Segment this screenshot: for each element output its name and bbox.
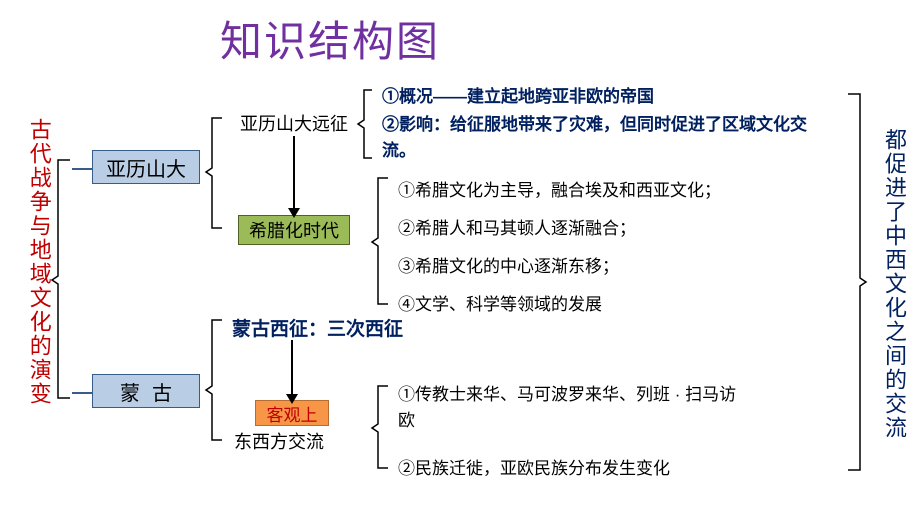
arrowhead-mongol (286, 394, 298, 404)
left-root-label: 古代战争与地域文化的演变 (24, 118, 54, 406)
arrow-mongol-to-ew (291, 340, 293, 396)
right-root-label: 都促进了中西文化之间的交流 (879, 128, 908, 440)
arrowhead-expedition (288, 208, 300, 218)
detail-mongol-1: ①传教士来华、马可波罗来华、列班 · 扫马访欧 (398, 382, 748, 433)
detail-hellen-2: ②希腊人和马其顿人逐渐融合； (398, 216, 636, 242)
node-hellenistic: 希腊化时代 (238, 215, 350, 245)
arrow-expedition-to-hellen (293, 136, 295, 210)
detail-hellen-4: ④文学、科学等领域的发展 (398, 292, 602, 318)
label-east-west: 东西方交流 (234, 428, 324, 454)
detail-overview: ①概况——建立起地跨亚非欧的帝国 (382, 84, 822, 110)
hline-alex (72, 168, 92, 170)
label-expedition: 亚历山大远征 (240, 110, 348, 136)
detail-impact: ②影响：给征服地带来了灾难，但同时促进了区域文化交流。 (382, 112, 832, 163)
detail-hellen-1: ①希腊文化为主导，融合埃及和西亚文化； (398, 178, 721, 204)
diagram-title: 知识结构图 (220, 8, 440, 69)
node-alexander: 亚历山大 (92, 150, 200, 184)
detail-hellen-3: ③希腊文化的中心逐渐东移； (398, 254, 619, 280)
hline-mongol (72, 392, 92, 394)
node-mongol: 蒙古 (92, 374, 200, 408)
label-mongol-west: 蒙古西征：三次西征 (232, 314, 403, 341)
detail-mongol-2: ②民族迁徙，亚欧民族分布发生变化 (398, 456, 670, 482)
